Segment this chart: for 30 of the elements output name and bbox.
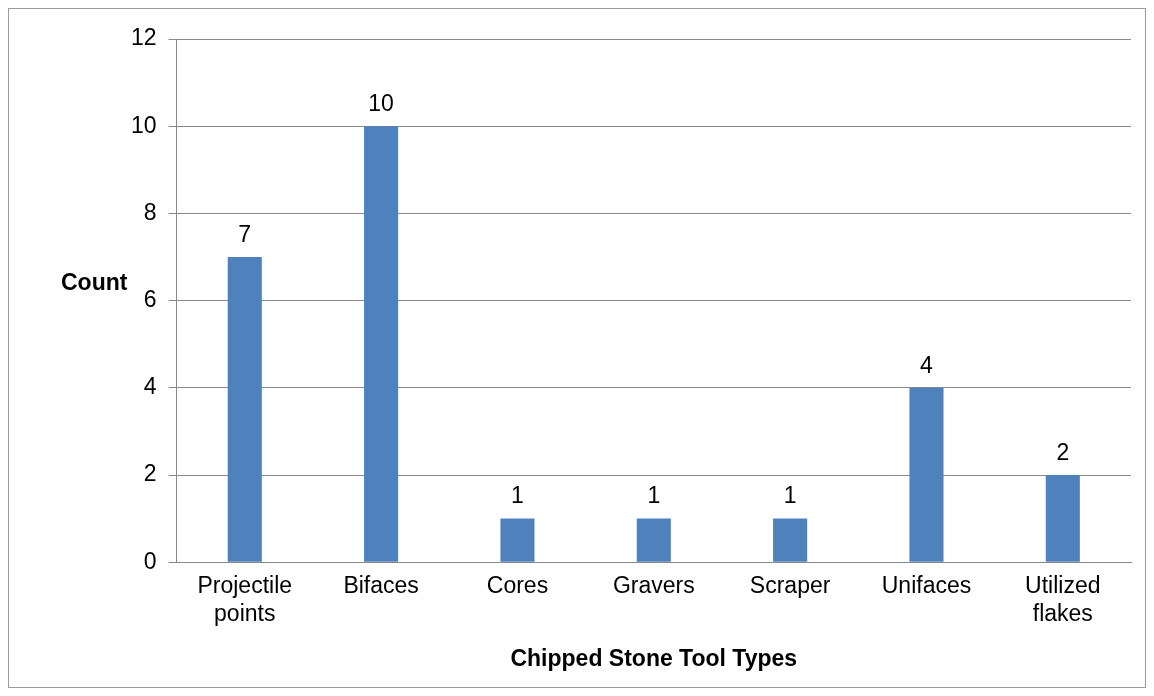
bar — [636, 518, 671, 562]
data-label: 1 — [511, 482, 524, 509]
x-tick-label: Cores — [486, 572, 549, 599]
bar — [227, 257, 262, 562]
data-label: 4 — [920, 351, 934, 378]
y-tick-label: 4 — [143, 373, 157, 400]
bar — [909, 387, 944, 562]
x-tick-label: Scraper — [749, 572, 831, 599]
data-label: 2 — [1056, 438, 1070, 465]
y-tick-label: 8 — [143, 198, 157, 225]
data-label: 1 — [783, 482, 797, 509]
bar — [773, 518, 808, 562]
x-tick-label: Bifaces — [343, 572, 419, 599]
x-tick-label: Gravers — [612, 572, 695, 599]
data-label: 1 — [647, 482, 661, 509]
y-tick-label: 2 — [143, 460, 157, 487]
y-axis-title: Count — [61, 269, 128, 296]
bar — [500, 518, 535, 562]
y-tick-label: 10 — [130, 111, 157, 138]
bar — [364, 126, 399, 562]
y-tick-label: 12 — [130, 24, 157, 51]
x-axis-title: Chipped Stone Tool Types — [510, 644, 798, 671]
y-tick-label: 0 — [143, 547, 157, 574]
bar — [1045, 475, 1080, 562]
data-label: 7 — [238, 220, 252, 247]
x-tick-label: Unifaces — [881, 572, 972, 599]
y-tick-label: 6 — [143, 285, 157, 312]
x-tick-label: Projectile points — [197, 572, 293, 626]
x-tick-label: Utilized flakes — [1025, 572, 1101, 626]
data-label: 10 — [368, 90, 394, 117]
